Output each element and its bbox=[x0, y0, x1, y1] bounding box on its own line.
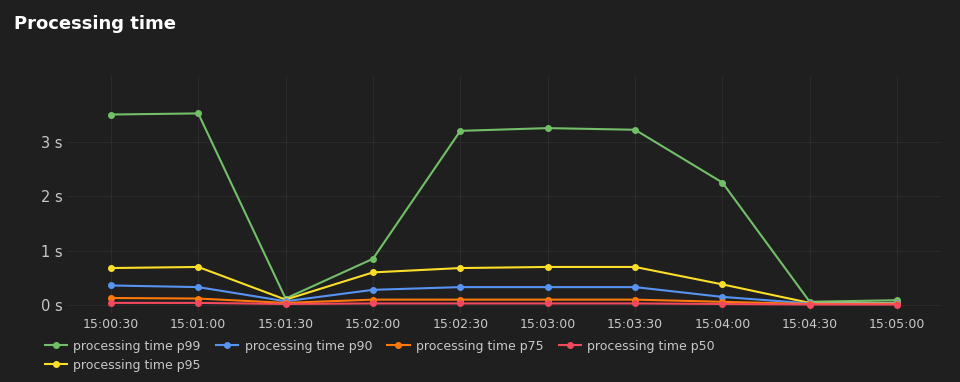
processing time p99 bbox=[716, 180, 728, 185]
Legend: processing time p99, processing time p95, processing time p90, processing time p: processing time p99, processing time p95… bbox=[45, 340, 715, 372]
processing time p95 bbox=[455, 266, 467, 270]
Text: Processing time: Processing time bbox=[14, 15, 177, 33]
processing time p99 bbox=[280, 296, 292, 301]
processing time p90 bbox=[280, 299, 292, 304]
processing time p50 bbox=[630, 301, 641, 306]
processing time p95 bbox=[280, 297, 292, 302]
processing time p90 bbox=[105, 283, 117, 288]
processing time p50 bbox=[367, 301, 378, 306]
Line: processing time p75: processing time p75 bbox=[108, 295, 900, 307]
processing time p75 bbox=[105, 296, 117, 300]
processing time p75 bbox=[455, 297, 467, 302]
processing time p75 bbox=[630, 297, 641, 302]
processing time p50 bbox=[804, 302, 816, 307]
processing time p95 bbox=[891, 301, 902, 305]
processing time p95 bbox=[716, 282, 728, 286]
processing time p50 bbox=[891, 302, 902, 307]
processing time p50 bbox=[280, 302, 292, 306]
processing time p75 bbox=[280, 301, 292, 305]
processing time p95 bbox=[630, 265, 641, 269]
processing time p99 bbox=[192, 111, 204, 116]
processing time p75 bbox=[804, 302, 816, 306]
processing time p99 bbox=[455, 129, 467, 133]
processing time p99 bbox=[105, 112, 117, 117]
processing time p90 bbox=[541, 285, 553, 290]
Line: processing time p90: processing time p90 bbox=[108, 283, 900, 306]
processing time p75 bbox=[891, 302, 902, 306]
processing time p75 bbox=[716, 299, 728, 304]
processing time p95 bbox=[105, 266, 117, 270]
processing time p90 bbox=[367, 288, 378, 292]
processing time p75 bbox=[541, 297, 553, 302]
processing time p75 bbox=[192, 296, 204, 301]
processing time p90 bbox=[804, 301, 816, 306]
Line: processing time p99: processing time p99 bbox=[108, 111, 900, 304]
processing time p95 bbox=[367, 270, 378, 275]
processing time p99 bbox=[541, 126, 553, 130]
processing time p90 bbox=[455, 285, 467, 290]
processing time p99 bbox=[804, 299, 816, 304]
processing time p95 bbox=[804, 301, 816, 305]
processing time p99 bbox=[891, 298, 902, 303]
processing time p50 bbox=[192, 301, 204, 305]
Line: processing time p95: processing time p95 bbox=[108, 264, 900, 306]
Line: processing time p50: processing time p50 bbox=[108, 300, 900, 307]
processing time p50 bbox=[716, 302, 728, 306]
processing time p95 bbox=[541, 265, 553, 269]
processing time p90 bbox=[630, 285, 641, 290]
processing time p50 bbox=[105, 301, 117, 305]
processing time p90 bbox=[716, 295, 728, 299]
processing time p50 bbox=[541, 301, 553, 306]
processing time p95 bbox=[192, 265, 204, 269]
processing time p50 bbox=[455, 301, 467, 306]
processing time p90 bbox=[192, 285, 204, 290]
processing time p99 bbox=[367, 256, 378, 261]
processing time p75 bbox=[367, 297, 378, 302]
processing time p99 bbox=[630, 128, 641, 132]
processing time p90 bbox=[891, 301, 902, 306]
